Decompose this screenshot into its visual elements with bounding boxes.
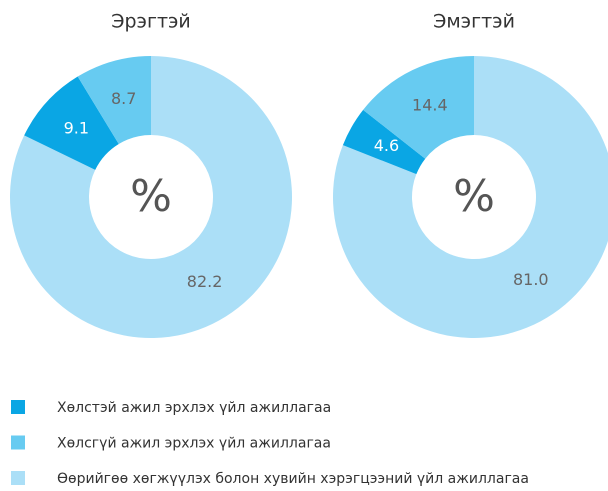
value-label: 9.1 xyxy=(64,119,89,138)
legend-swatch xyxy=(11,471,25,485)
legend-label: Хөлсгүй ажил эрхлэх үйл ажиллагаа xyxy=(57,436,331,452)
legend-swatch xyxy=(11,435,25,450)
legend-swatch xyxy=(11,400,25,414)
chart-title: Эмэгтэй xyxy=(433,11,515,33)
center-label: % xyxy=(453,171,495,222)
center-label: % xyxy=(130,171,172,222)
donut-segment xyxy=(342,109,426,175)
donut-segment xyxy=(77,56,151,145)
value-label: 82.2 xyxy=(187,272,223,291)
value-label: 4.6 xyxy=(374,136,399,155)
donut-segment xyxy=(333,56,608,338)
donut-segment xyxy=(363,56,474,159)
legend-label: Өөрийгөө хөгжүүлэх болон хувийн хэрэгцээ… xyxy=(57,471,529,487)
value-label: 14.4 xyxy=(412,96,448,115)
chart-title: Эрэгтэй xyxy=(111,11,191,33)
value-label: 8.7 xyxy=(111,89,136,108)
legend-label: Хөлстэй ажил эрхлэх үйл ажиллагаа xyxy=(57,400,331,416)
donut-segment xyxy=(10,56,293,338)
value-label: 81.0 xyxy=(513,270,549,289)
donut-segment xyxy=(24,76,119,170)
